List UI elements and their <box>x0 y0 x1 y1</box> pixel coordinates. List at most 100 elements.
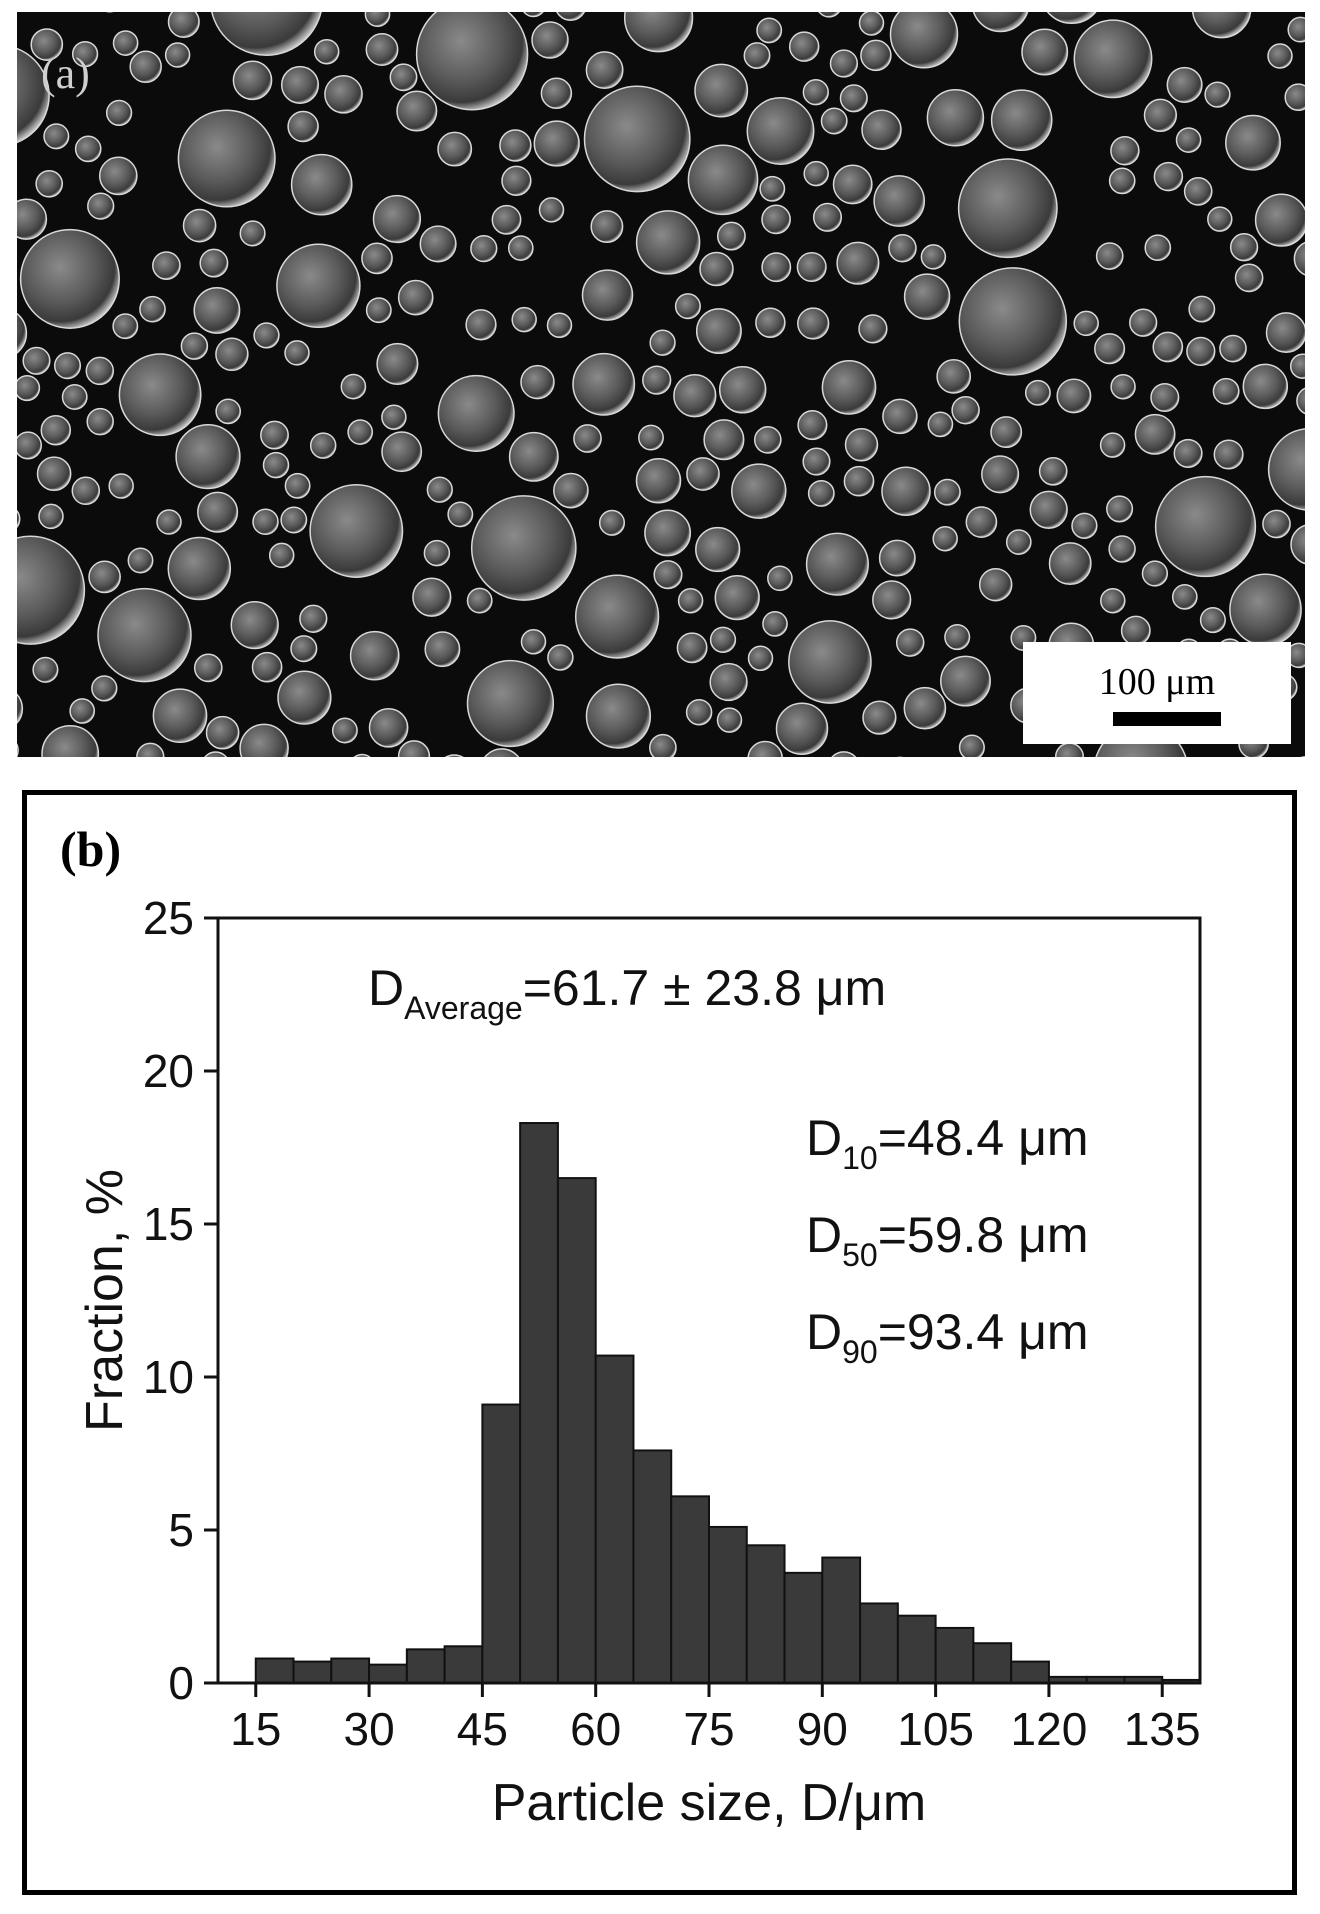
powder-particle <box>755 307 786 338</box>
powder-particle <box>553 472 589 509</box>
x-tick-label: 15 <box>230 1703 281 1755</box>
powder-particle <box>1175 127 1202 153</box>
histogram-bar <box>745 1544 786 1685</box>
powder-particle <box>1046 12 1097 25</box>
powder-particle <box>759 175 786 202</box>
powder-particle <box>820 107 848 135</box>
powder-particle <box>927 411 954 438</box>
histogram-bar <box>859 1602 899 1684</box>
x-ticks-group: 15 30 45 60 75 90 105 120 135 <box>230 1683 1201 1755</box>
panel-b-label: (b) <box>60 821 122 877</box>
powder-particle <box>40 414 72 446</box>
d10-annotation-sub: 10 <box>842 1140 878 1176</box>
powder-particle <box>71 476 101 506</box>
powder-particle <box>533 120 580 167</box>
powder-particle <box>41 725 100 757</box>
histogram-bar <box>481 1403 522 1685</box>
powder-particle <box>523 12 544 18</box>
powder-particle <box>807 479 835 507</box>
powder-particle <box>98 156 138 196</box>
y-tick-label: 0 <box>168 1657 194 1709</box>
histogram-bar <box>972 1642 1013 1684</box>
powder-particle <box>35 169 64 198</box>
powder-particle <box>1150 382 1180 413</box>
powder-particle <box>805 532 869 596</box>
powder-particle <box>340 373 367 400</box>
histogram-bar <box>254 1657 295 1685</box>
powder-particle <box>802 79 829 106</box>
powder-particle <box>635 210 701 275</box>
d90-annotation-value: =93.4 μm <box>878 1304 1089 1360</box>
powder-particle <box>1038 456 1068 486</box>
powder-particle <box>507 235 534 261</box>
powder-particle <box>831 751 857 757</box>
powder-particle <box>1048 542 1092 586</box>
powder-particle <box>1229 233 1259 262</box>
powder-particle <box>372 194 422 244</box>
x-tick-label: 75 <box>683 1703 734 1755</box>
d90-annotation-d: D <box>806 1304 842 1360</box>
powder-particle <box>423 539 451 567</box>
powder-particle <box>761 204 791 235</box>
x-axis-title: Particle size, D/μm <box>492 1774 926 1832</box>
histogram-bar <box>896 1614 937 1685</box>
powder-particle <box>1153 161 1184 192</box>
x-tick-label: 30 <box>343 1703 394 1755</box>
powder-particle <box>239 723 289 757</box>
powder-particle <box>547 644 574 671</box>
d10-annotation-d: D <box>806 1110 842 1166</box>
powder-particle <box>112 313 139 340</box>
powder-particle <box>215 398 242 425</box>
powder-particle <box>361 242 393 275</box>
powder-particle <box>746 97 815 165</box>
powder-particle <box>635 458 682 504</box>
y-ticks-group: 0 5 10 15 20 25 <box>143 892 218 1709</box>
powder-particle <box>252 508 279 536</box>
powder-particle <box>299 604 328 633</box>
powder-particle <box>74 135 102 163</box>
histogram-bar <box>405 1648 446 1684</box>
powder-particle <box>1144 234 1172 262</box>
powder-particle <box>1265 312 1305 354</box>
powder-particle <box>797 410 828 441</box>
powder-particle <box>276 243 361 329</box>
powder-particle <box>262 451 290 479</box>
x-tick-label: 45 <box>457 1703 508 1755</box>
powder-particle <box>426 476 453 503</box>
powder-particle <box>508 431 559 482</box>
powder-particle <box>177 109 276 208</box>
powder-particle <box>718 366 767 414</box>
powder-particle <box>872 580 912 620</box>
powder-particle <box>1152 331 1184 363</box>
powder-particle <box>878 539 916 577</box>
powder-particle <box>714 574 760 621</box>
powder-particle <box>1071 512 1098 539</box>
powder-particle <box>232 60 273 101</box>
d90-annotation: D90=93.4 μm <box>806 1304 1089 1370</box>
powder-particle <box>1166 66 1203 103</box>
powder-particle <box>812 202 843 232</box>
powder-particle <box>1262 509 1291 539</box>
powder-particle <box>895 628 925 657</box>
powder-particle <box>465 309 497 341</box>
powder-particle <box>1191 12 1252 39</box>
bars-group <box>254 1122 1201 1685</box>
powder-particle <box>152 251 181 280</box>
powder-particle <box>1095 242 1124 270</box>
powder-particle <box>447 501 474 528</box>
histogram-bar <box>368 1663 408 1685</box>
d50-annotation-d: D <box>806 1207 842 1263</box>
powder-particle <box>775 702 829 755</box>
powder-particle <box>284 340 310 366</box>
powder-particle <box>673 374 717 418</box>
powder-particle <box>277 670 332 725</box>
powder-particle <box>268 542 295 569</box>
powder-particle <box>108 473 134 499</box>
powder-particle <box>889 12 959 69</box>
powder-particle <box>313 38 340 65</box>
powder-particle <box>437 374 515 452</box>
powder-particle <box>1106 495 1134 523</box>
powder-particle <box>933 478 961 506</box>
powder-particle <box>920 244 947 270</box>
powder-particle <box>1094 333 1126 365</box>
